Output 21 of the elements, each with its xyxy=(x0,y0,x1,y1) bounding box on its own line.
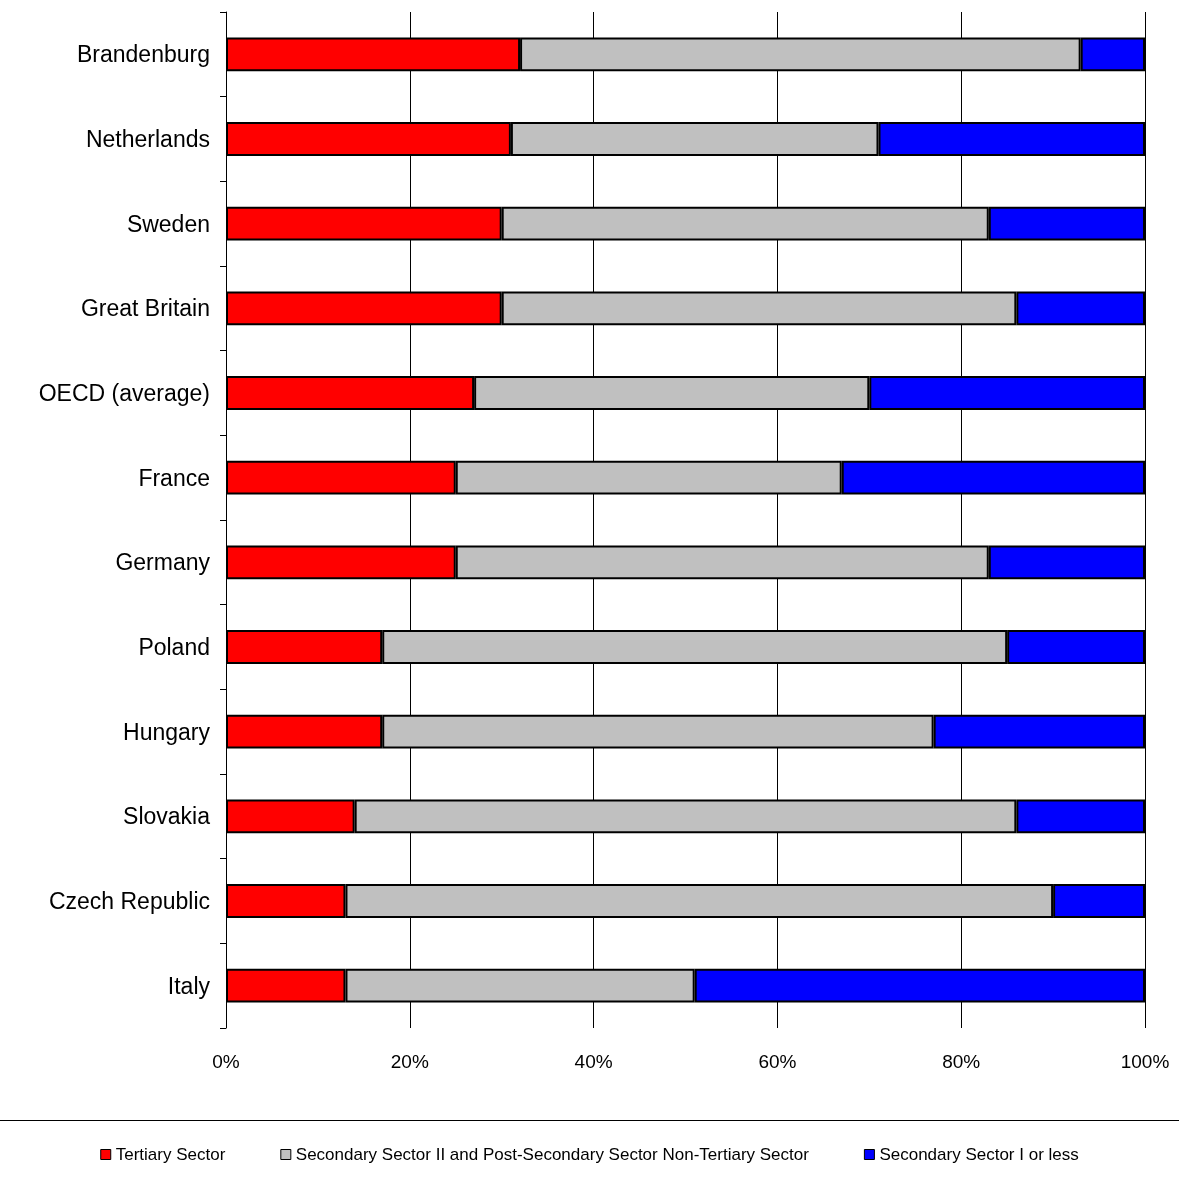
y-tick-label: Brandenburg xyxy=(77,41,210,68)
y-tick-label: Great Britain xyxy=(80,295,210,322)
y-tick-label: Germany xyxy=(115,549,211,576)
x-tick-label: 0% xyxy=(212,1051,240,1072)
x-tick-label: 20% xyxy=(390,1051,429,1072)
y-tick-label: Czech Republic xyxy=(48,888,210,914)
y-tick-label: Hungary xyxy=(123,718,211,745)
x-tick-label: 60% xyxy=(758,1051,797,1072)
legend-label: Secondary Sector II and Post-Secondary Sector Non-Tertiary Sector xyxy=(295,1145,810,1164)
y-tick-label: Netherlands xyxy=(85,126,210,152)
legend-label: Tertiary Sector xyxy=(115,1145,226,1164)
y-tick-label: Italy xyxy=(167,972,211,999)
x-tick-label: 100% xyxy=(1120,1051,1170,1072)
y-tick-label: France xyxy=(138,464,210,491)
x-tick-label: 40% xyxy=(574,1051,613,1072)
y-tick-label: Poland xyxy=(138,634,210,660)
y-tick-label: Sweden xyxy=(126,210,210,237)
legend-label: Secondary Sector I or less xyxy=(879,1145,1079,1164)
y-tick-label: OECD (average) xyxy=(38,380,210,406)
y-tick-label: Slovakia xyxy=(123,803,211,830)
x-tick-label: 80% xyxy=(942,1051,981,1072)
